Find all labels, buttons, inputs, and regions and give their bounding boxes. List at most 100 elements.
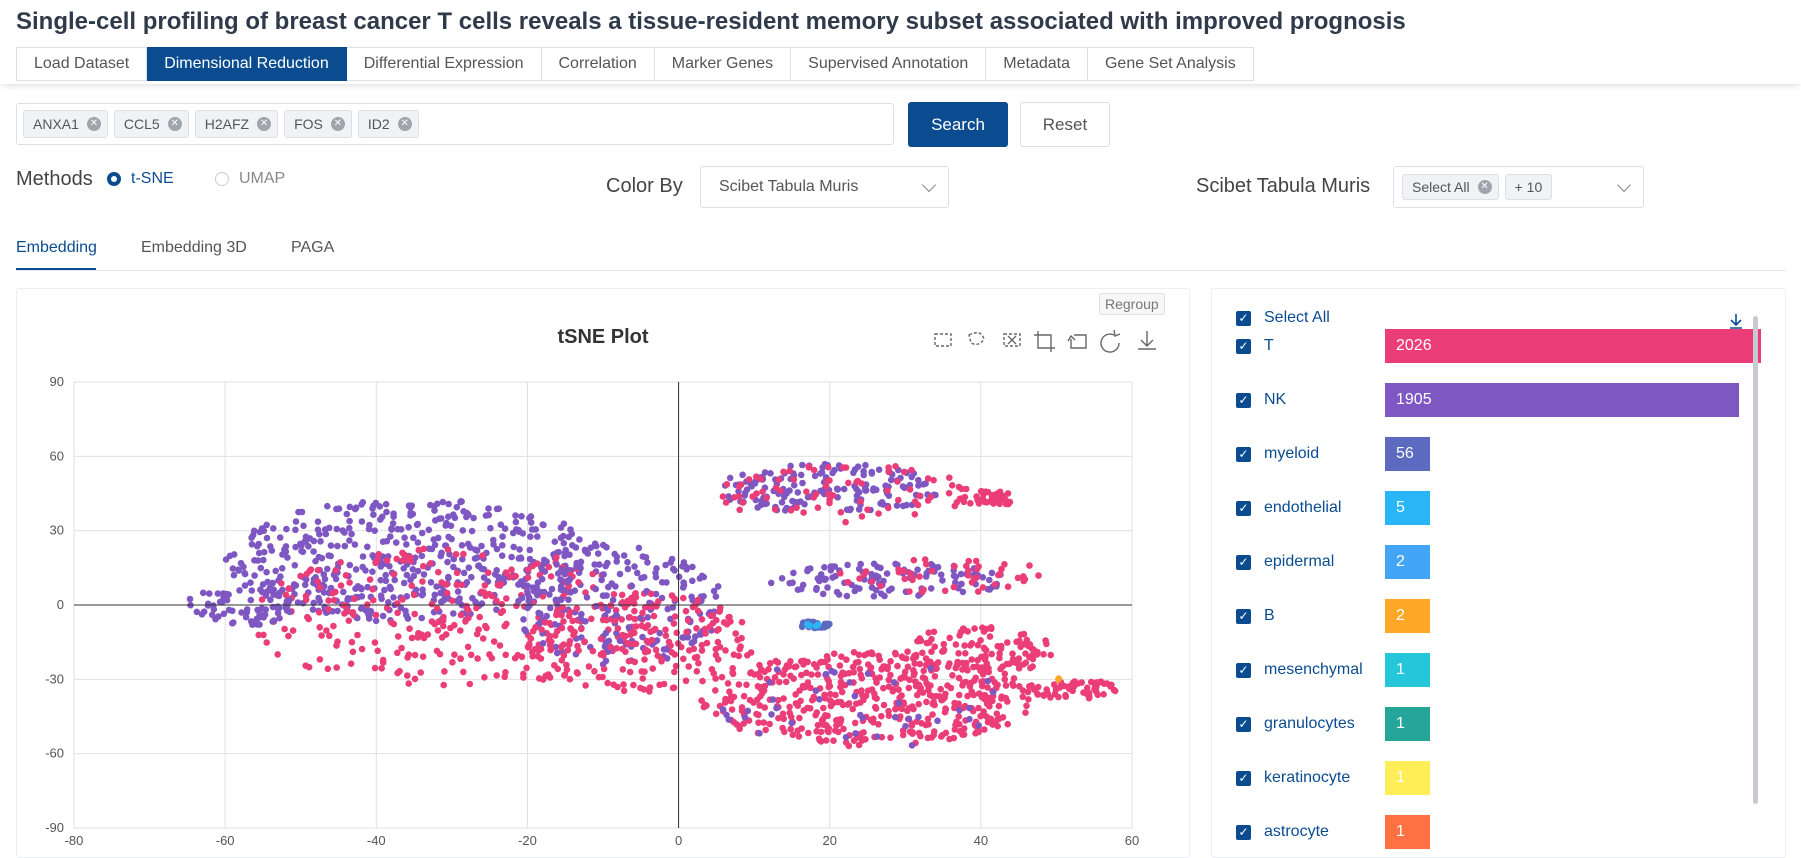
scatter-point-nk: [493, 545, 501, 553]
scatter-point-endothelial: [806, 622, 813, 629]
regroup-button[interactable]: Regroup: [1099, 293, 1165, 315]
legend-item-nk[interactable]: ✓ NK: [1236, 385, 1286, 415]
checkbox-checked-icon[interactable]: ✓: [1236, 338, 1251, 354]
close-icon[interactable]: ✕: [86, 117, 101, 131]
reset-button[interactable]: Reset: [1020, 102, 1110, 147]
scatter-point-nk: [914, 566, 921, 573]
checkbox-checked-icon[interactable]: ✓: [1236, 662, 1251, 678]
legend-item-myeloid[interactable]: ✓ myeloid: [1236, 439, 1319, 469]
radio-umap[interactable]: UMAP: [215, 170, 285, 188]
scatter-point-t: [877, 582, 884, 590]
tab-differential-expression[interactable]: Differential Expression: [346, 47, 542, 81]
scatter-point-nk: [527, 533, 534, 540]
scatter-point-t: [855, 651, 863, 659]
scatter-point-t: [481, 582, 489, 589]
scatter-point-t: [569, 617, 576, 625]
tab-metadata[interactable]: Metadata: [986, 47, 1088, 81]
scatter-point-nk: [401, 534, 408, 541]
scatter-point-t: [997, 665, 1004, 673]
subtab-paga[interactable]: PAGA: [291, 239, 335, 256]
scatter-point-t: [738, 618, 746, 626]
scatter-point-t: [414, 633, 421, 641]
legend-item-mesenchymal[interactable]: ✓ mesenchymal: [1236, 655, 1363, 685]
scatter-point-t: [885, 712, 893, 719]
scatter-point-nk: [357, 584, 365, 592]
scatter-point-t: [780, 468, 787, 476]
scatter-point-nk: [526, 555, 534, 563]
legend-item-astrocyte[interactable]: ✓ astrocyte: [1236, 817, 1329, 847]
checkbox-checked-icon[interactable]: ✓: [1236, 716, 1251, 732]
legend-item-epidermal[interactable]: ✓ epidermal: [1236, 547, 1334, 577]
checkbox-checked-icon[interactable]: ✓: [1236, 554, 1251, 570]
checkbox-checked-icon[interactable]: ✓: [1236, 500, 1251, 516]
scatter-point-t: [994, 716, 1001, 723]
scatter-point-nk: [352, 566, 360, 573]
scatter-point-t: [589, 570, 596, 578]
checkbox-checked-icon[interactable]: ✓: [1236, 446, 1251, 462]
scatter-point-t: [972, 730, 979, 737]
tab-marker-genes[interactable]: Marker Genes: [654, 47, 792, 81]
subtab-embedding[interactable]: Embedding: [16, 239, 97, 256]
scatter-point-nk: [490, 536, 497, 544]
scatter-point-t: [662, 632, 670, 639]
checkbox-checked-icon[interactable]: ✓: [1236, 608, 1251, 624]
scatter-point-nk: [552, 596, 560, 604]
tab-dimensional-reduction[interactable]: Dimensional Reduction: [147, 47, 347, 81]
scatter-point-t: [753, 710, 760, 718]
scatter-point-nk: [225, 591, 232, 598]
checkbox-checked-icon[interactable]: ✓: [1236, 824, 1251, 840]
close-icon[interactable]: ✕: [257, 117, 272, 131]
checkbox-checked-icon[interactable]: ✓: [1236, 310, 1251, 326]
scatter-point-t: [839, 701, 847, 709]
scatter-point-t: [737, 643, 744, 650]
scatter-point-t: [1004, 583, 1012, 590]
close-icon[interactable]: ✕: [167, 117, 182, 131]
scatter-point-t: [771, 506, 779, 513]
scatter-point-t: [927, 682, 934, 689]
scatter-point-t: [826, 499, 833, 507]
close-icon[interactable]: ✕: [1477, 180, 1492, 194]
scatter-point-nk: [400, 565, 408, 572]
close-icon[interactable]: ✕: [330, 117, 345, 131]
download-icon[interactable]: [1728, 312, 1744, 330]
scatter-point-t: [855, 658, 862, 666]
scatter-point-t: [333, 664, 341, 671]
gene-search-input[interactable]: ANXA1 ✕ CCL5 ✕ H2AFZ ✕ FOS ✕ ID2 ✕: [16, 103, 894, 145]
radio-tsne[interactable]: t-SNE: [107, 170, 174, 188]
checkbox-checked-icon[interactable]: ✓: [1236, 770, 1251, 786]
scatter-point-nk: [790, 481, 798, 489]
search-button[interactable]: Search: [908, 102, 1008, 147]
legend-item-granulocytes[interactable]: ✓ granulocytes: [1236, 709, 1355, 739]
scatter-point-t: [787, 658, 794, 665]
color-by-select[interactable]: Scibet Tabula Muris: [700, 166, 949, 208]
checkbox-checked-icon[interactable]: ✓: [1236, 392, 1251, 408]
close-icon[interactable]: ✕: [397, 117, 412, 131]
scatter-point-nk: [602, 639, 610, 646]
scatter-point-t: [1043, 686, 1050, 693]
legend-select-all[interactable]: ✓ Select All: [1236, 303, 1330, 333]
scatter-point-nk: [856, 585, 863, 592]
tab-supervised-annotation[interactable]: Supervised Annotation: [791, 47, 987, 81]
scatter-point-nk: [524, 582, 531, 590]
legend-item-t[interactable]: ✓ T: [1236, 331, 1274, 361]
scatter-point-t: [641, 648, 649, 656]
legend-item-endothelial[interactable]: ✓ endothelial: [1236, 493, 1341, 523]
scatter-point-t: [1029, 651, 1036, 659]
gene-chip: FOS ✕: [284, 110, 352, 138]
tab-load-dataset[interactable]: Load Dataset: [16, 47, 148, 81]
scatter-point-t: [698, 641, 706, 649]
scatter-point-t: [991, 581, 999, 588]
subtab-embedding-3d[interactable]: Embedding 3D: [141, 239, 247, 256]
scatter-point-t: [916, 688, 924, 695]
legend-item-b[interactable]: ✓ B: [1236, 601, 1275, 631]
tab-correlation[interactable]: Correlation: [541, 47, 655, 81]
legend-scrollbar[interactable]: [1753, 316, 1758, 804]
legend-item-keratinocyte[interactable]: ✓ keratinocyte: [1236, 763, 1350, 793]
scatter-point-t: [626, 614, 634, 621]
scatter-point-t: [916, 660, 924, 668]
scatter-point-nk: [553, 649, 561, 657]
filter-select[interactable]: Select All ✕ + 10: [1393, 166, 1644, 208]
tsne-plot[interactable]: -80 -60 -40 -20 0 20 40 60 -90 -60 -30 0 30 60 90 tSNE…: [16, 315, 1186, 855]
gene-chip-label: ANXA1: [33, 116, 79, 132]
tab-gene-set-analysis[interactable]: Gene Set Analysis: [1087, 47, 1254, 81]
